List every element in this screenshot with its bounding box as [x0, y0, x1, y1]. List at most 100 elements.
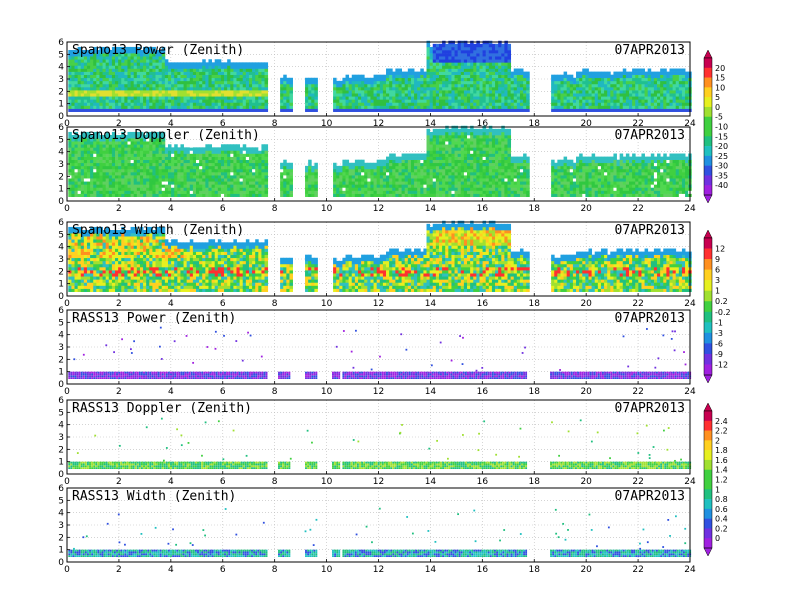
data-cell	[426, 99, 431, 103]
data-cell	[342, 165, 346, 170]
data-cell	[255, 105, 259, 109]
data-cell	[348, 178, 353, 182]
data-cell	[105, 172, 110, 176]
data-cell	[155, 68, 160, 72]
data-cell	[613, 90, 617, 94]
data-cell	[470, 153, 474, 157]
data-cell	[429, 175, 434, 179]
data-cell	[454, 150, 459, 154]
data-cell	[660, 74, 664, 79]
data-cell	[124, 59, 128, 63]
data-cell	[127, 138, 131, 142]
data-cell	[460, 74, 465, 79]
data-cell	[152, 190, 156, 194]
data-cell	[569, 99, 574, 103]
data-cell	[83, 190, 88, 194]
data-cell	[600, 71, 605, 75]
data-cell	[239, 102, 244, 106]
data-cell	[192, 80, 197, 85]
data-cell	[600, 102, 605, 106]
data-cell	[130, 96, 135, 100]
data-cell	[245, 184, 250, 188]
data-cell	[71, 181, 75, 185]
data-cell	[186, 99, 191, 103]
data-cell	[604, 90, 608, 94]
data-cell	[554, 77, 558, 82]
data-cell	[445, 156, 449, 160]
data-cell	[563, 71, 568, 75]
data-cell	[205, 87, 209, 91]
data-cell	[516, 71, 521, 75]
data-cell	[124, 187, 128, 191]
data-cell	[495, 80, 499, 85]
data-cell	[139, 168, 144, 173]
data-cell	[143, 193, 147, 197]
data-cell	[105, 71, 110, 75]
data-cell	[68, 59, 72, 63]
data-cell	[619, 87, 624, 91]
data-cell	[379, 87, 384, 91]
data-cell	[80, 99, 85, 103]
data-cell	[180, 108, 184, 112]
data-cell	[435, 83, 440, 88]
data-cell	[398, 74, 403, 79]
data-cell	[196, 77, 200, 82]
data-cell	[501, 50, 505, 54]
data-cell	[252, 187, 256, 191]
data-cell	[161, 168, 166, 173]
data-cell	[451, 83, 455, 88]
data-cell	[115, 159, 119, 164]
data-cell	[74, 178, 79, 182]
data-cell	[351, 165, 356, 170]
data-cell	[124, 190, 128, 194]
data-cell	[438, 87, 443, 91]
x-tick-label: 10	[321, 119, 333, 129]
data-cell	[476, 105, 480, 109]
data-cell	[607, 93, 611, 97]
data-cell	[105, 131, 110, 136]
data-cell	[242, 153, 247, 157]
x-tick-label: 0	[64, 119, 70, 129]
data-cell	[507, 102, 512, 106]
data-cell	[591, 80, 596, 85]
data-cell	[152, 135, 156, 139]
data-cell	[258, 147, 262, 151]
data-cell	[71, 159, 75, 164]
data-cell	[448, 156, 452, 160]
data-cell	[357, 181, 362, 185]
data-cell	[115, 80, 119, 85]
data-cell	[429, 56, 434, 60]
data-cell	[86, 65, 91, 69]
data-cell	[569, 108, 574, 112]
data-cell	[105, 90, 110, 94]
data-cell	[130, 77, 135, 82]
data-cell	[136, 156, 141, 160]
data-cell	[258, 153, 262, 157]
data-cell	[476, 80, 480, 85]
data-cell	[470, 168, 474, 173]
data-cell	[124, 74, 128, 79]
data-cell	[199, 172, 203, 176]
data-cell	[248, 168, 253, 173]
data-cell	[248, 156, 253, 160]
data-cell	[445, 138, 449, 142]
data-cell	[155, 153, 160, 157]
data-cell	[460, 80, 465, 85]
data-cell	[361, 175, 365, 179]
data-cell	[669, 71, 674, 75]
data-cell	[83, 105, 88, 109]
data-cell	[435, 153, 440, 157]
data-cell	[111, 71, 116, 75]
data-cell	[80, 184, 85, 188]
data-cell	[280, 77, 284, 82]
data-cell	[635, 77, 639, 82]
data-cell	[86, 68, 91, 72]
data-cell	[99, 56, 103, 60]
data-cell	[557, 105, 561, 109]
data-cell	[351, 77, 356, 82]
data-cell	[460, 83, 465, 88]
data-cell	[155, 99, 160, 103]
data-cell	[632, 99, 636, 103]
data-cell	[183, 168, 188, 173]
data-cell	[557, 87, 561, 91]
